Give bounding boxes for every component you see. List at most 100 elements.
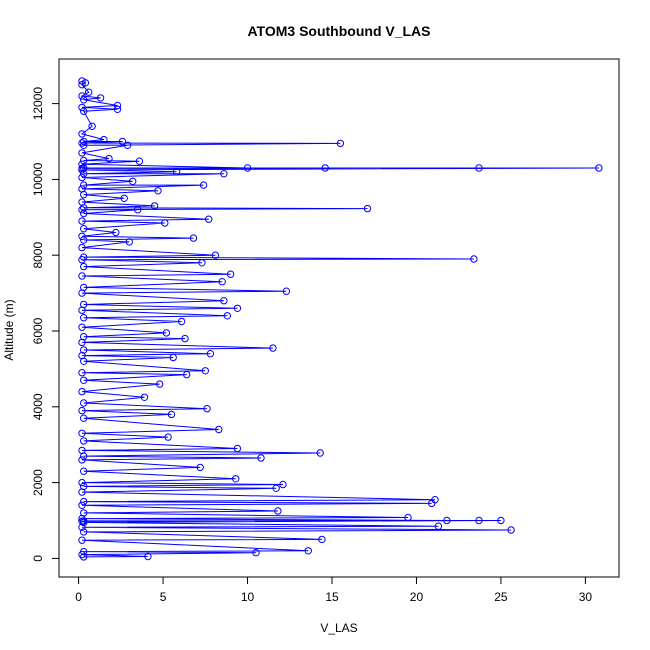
data-point — [118, 137, 127, 146]
data-point — [363, 204, 372, 213]
data-point — [80, 399, 88, 407]
data-point — [123, 141, 132, 150]
data-point — [78, 323, 86, 331]
data-point — [279, 480, 287, 489]
data-point — [80, 467, 88, 475]
data-point — [80, 96, 88, 104]
data-point — [269, 344, 277, 352]
data-point — [96, 94, 105, 102]
data-point — [78, 166, 86, 174]
data-point — [78, 173, 86, 182]
data-point — [113, 105, 122, 114]
data-point — [443, 516, 451, 525]
data-point — [105, 154, 113, 163]
data-point — [199, 181, 208, 189]
data-point — [201, 367, 210, 375]
x-tick-label: 20 — [410, 590, 424, 604]
data-point — [80, 225, 88, 233]
data-point — [189, 234, 198, 242]
x-tick-label: 30 — [579, 590, 593, 604]
data-point — [80, 181, 88, 189]
data-point — [203, 405, 211, 413]
data-point — [80, 262, 88, 271]
data-point — [150, 202, 159, 210]
data-point — [80, 107, 88, 115]
data-point — [78, 272, 86, 280]
data-point — [80, 518, 88, 527]
data-point — [434, 522, 443, 530]
data-point — [78, 369, 86, 377]
x-tick-label: 0 — [75, 590, 82, 604]
data-point — [404, 513, 412, 522]
data-point — [475, 516, 483, 525]
data-point — [167, 410, 176, 419]
data-point — [507, 526, 515, 534]
data-point — [78, 429, 86, 437]
data-point — [78, 103, 86, 112]
data-point — [164, 433, 172, 441]
data-point — [78, 256, 86, 264]
data-point — [80, 437, 88, 445]
data-point — [78, 217, 86, 225]
data-point — [428, 499, 436, 508]
data-point — [161, 219, 169, 227]
data-point — [243, 164, 252, 172]
data-point — [252, 549, 260, 557]
data-point — [78, 338, 86, 347]
data-point — [80, 141, 88, 150]
data-point — [140, 393, 149, 401]
data-point — [100, 135, 108, 144]
data-point — [595, 164, 603, 172]
data-point — [78, 206, 86, 214]
data-point — [78, 306, 86, 314]
data-point — [316, 449, 324, 457]
data-point — [125, 238, 134, 246]
series-layer — [78, 77, 603, 561]
data-point — [257, 454, 265, 462]
x-tick-label: 15 — [325, 590, 339, 604]
data-point — [205, 215, 213, 223]
data-point — [80, 164, 88, 172]
x-tick-label: 5 — [160, 590, 167, 604]
data-point — [78, 514, 86, 523]
data-point — [162, 329, 171, 337]
data-point — [80, 452, 88, 460]
data-point — [154, 187, 162, 195]
data-point — [78, 550, 86, 559]
data-point — [112, 228, 120, 237]
data-point — [78, 243, 86, 252]
data-point — [78, 478, 86, 487]
data-point — [78, 289, 86, 297]
data-point — [318, 535, 326, 544]
data-point — [78, 139, 86, 147]
data-point — [78, 523, 86, 531]
data-point — [144, 552, 152, 561]
data-point — [78, 149, 86, 157]
chart-title: ATOM3 Southbound V_LAS — [247, 23, 430, 39]
y-tick-label: 0 — [31, 555, 45, 562]
data-point — [80, 414, 88, 422]
data-point — [220, 297, 228, 305]
data-point — [80, 376, 88, 384]
data-point — [113, 101, 122, 110]
data-point — [80, 553, 88, 561]
series-line — [80, 80, 599, 558]
data-point — [129, 177, 137, 186]
data-point — [80, 236, 88, 244]
data-point — [233, 304, 242, 312]
data-point — [80, 204, 88, 212]
y-tick-label: 2000 — [31, 469, 45, 496]
data-point — [282, 287, 291, 295]
data-point — [196, 463, 204, 472]
data-point — [181, 334, 189, 343]
data-point — [78, 488, 86, 496]
data-point — [78, 456, 86, 464]
y-tick-label: 4000 — [31, 393, 45, 420]
data-point — [80, 497, 88, 506]
data-point — [206, 350, 215, 358]
x-axis: 0 5 10 15 20 25 30 — [75, 576, 593, 604]
data-point — [470, 255, 478, 263]
data-point — [78, 130, 86, 138]
